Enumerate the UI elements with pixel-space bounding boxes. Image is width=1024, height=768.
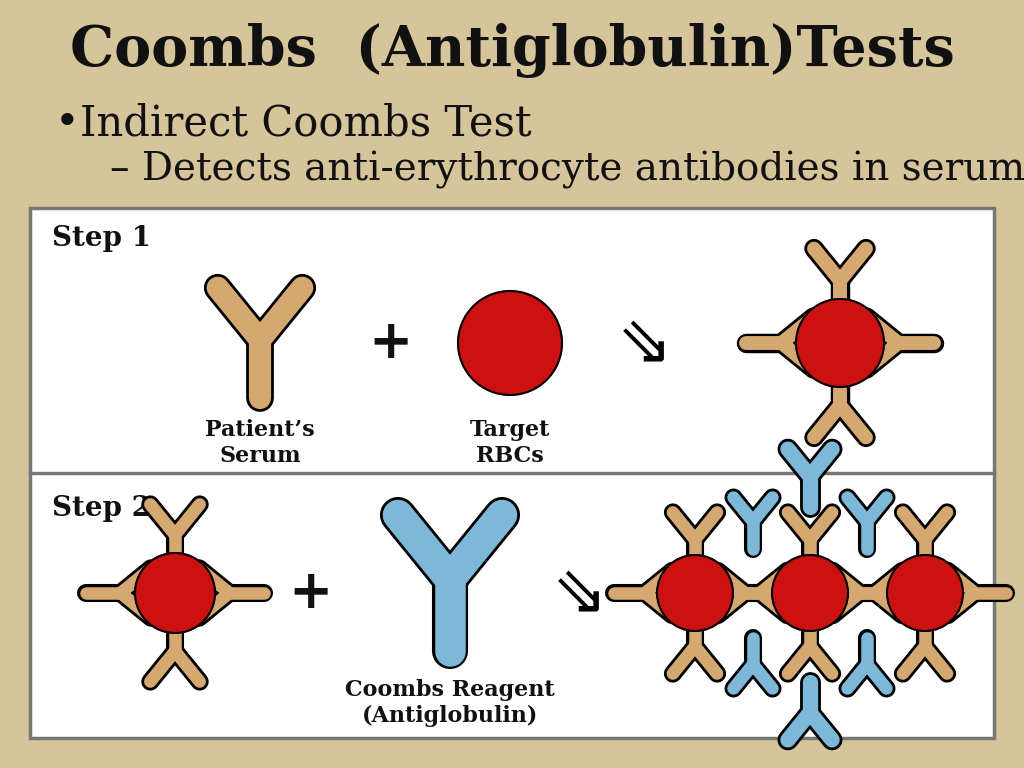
Ellipse shape [657,555,733,631]
Text: Coombs Reagent
(Antiglobulin): Coombs Reagent (Antiglobulin) [345,679,555,727]
Ellipse shape [135,553,215,633]
Text: ⇘: ⇘ [552,560,608,626]
Text: Step 2: Step 2 [52,495,151,521]
Text: Coombs  (Antiglobulin)Tests: Coombs (Antiglobulin)Tests [70,22,954,78]
Ellipse shape [772,555,848,631]
Text: Step 1: Step 1 [52,224,151,251]
Text: ⇘: ⇘ [617,310,673,376]
Ellipse shape [458,291,562,395]
Text: Target
RBCs: Target RBCs [470,419,550,467]
Ellipse shape [887,555,963,631]
FancyBboxPatch shape [30,208,994,738]
Ellipse shape [796,299,884,387]
Text: – Detects anti-erythrocyte antibodies in serum: – Detects anti-erythrocyte antibodies in… [110,151,1024,189]
Text: +: + [368,317,412,369]
Text: •: • [55,102,80,144]
Text: +: + [288,567,332,619]
Text: Patient’s
Serum: Patient’s Serum [205,419,314,467]
Text: Indirect Coombs Test: Indirect Coombs Test [80,102,531,144]
